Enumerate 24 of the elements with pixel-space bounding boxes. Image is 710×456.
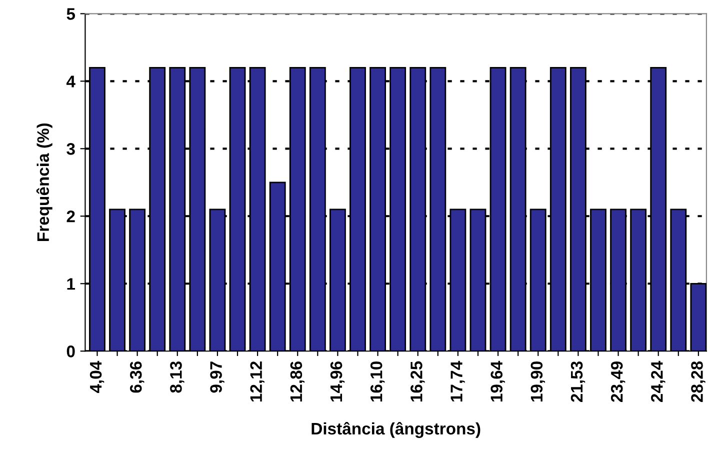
x-tick-label: 23,49 [610, 361, 626, 402]
x-axis-title: Distância (ângstrons) [312, 422, 480, 438]
y-tick-label: 0 [66, 346, 75, 358]
x-tick-label: 17,74 [450, 360, 465, 402]
x-tick-label: 6,36 [130, 361, 144, 393]
x-tick-label: 24,24 [651, 360, 666, 402]
x-tick-label: 4,04 [90, 360, 104, 394]
x-tick-label: 16,10 [370, 362, 385, 402]
y-tick-label: 5 [66, 8, 76, 20]
y-tick-label: 4 [66, 76, 76, 88]
x-tick-label: 21,53 [570, 361, 586, 402]
y-tick-label: 1 [67, 278, 76, 290]
x-tick-label: 19,90 [530, 362, 545, 402]
x-tick-label: 12,86 [290, 361, 305, 402]
x-tick-label: 12,12 [250, 362, 264, 402]
x-tick-label: 16,25 [410, 361, 425, 402]
x-tick-label: 14,96 [330, 361, 345, 402]
y-tick-label: 3 [66, 143, 75, 155]
y-tick-label: 2 [66, 210, 75, 222]
x-tick-label: 28,28 [691, 361, 706, 402]
y-axis-title: Frequência (%) [36, 123, 52, 242]
x-tick-label: 9,97 [210, 362, 224, 393]
x-tick-label: 8,13 [170, 361, 184, 393]
x-tick-label: 19,64 [490, 360, 505, 402]
